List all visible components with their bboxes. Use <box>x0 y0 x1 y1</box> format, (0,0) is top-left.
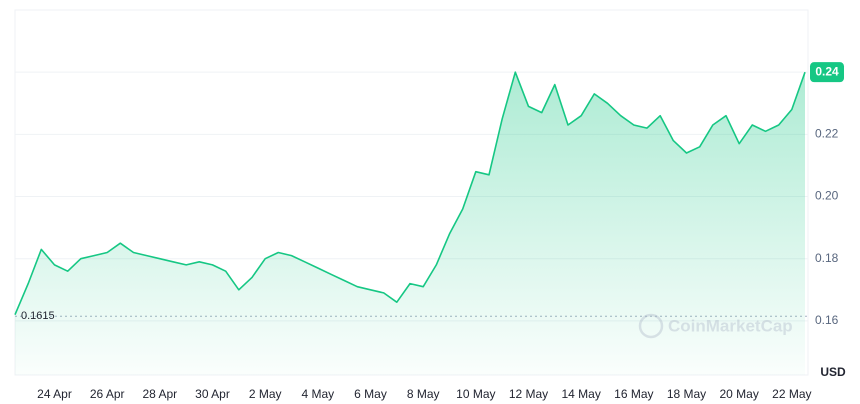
price-line <box>14 71 806 316</box>
watermark: CoinMarketCap <box>638 313 793 339</box>
x-tick-label: 12 May <box>509 387 548 401</box>
x-tick-label: 18 May <box>667 387 706 401</box>
y-axis-label: USD <box>820 365 846 379</box>
x-tick-label: 26 Apr <box>90 387 125 401</box>
x-tick-label: 24 Apr <box>37 387 72 401</box>
x-tick-label: 16 May <box>614 387 653 401</box>
x-tick-label: 30 Apr <box>195 387 230 401</box>
x-tick-label: 14 May <box>561 387 600 401</box>
y-tick-label: 0.22 <box>815 127 839 141</box>
x-tick-label: 22 May <box>772 387 811 401</box>
x-tick-label: 4 May <box>301 387 334 401</box>
price-tag <box>810 62 844 83</box>
plot <box>14 71 808 375</box>
x-tick-label: 20 May <box>719 387 758 401</box>
x-tick-label: 28 Apr <box>142 387 177 401</box>
x-tick-label: 2 May <box>249 387 282 401</box>
area-fill <box>15 72 805 375</box>
y-tick-label: 0.18 <box>815 251 839 265</box>
y-tick-label: 0.20 <box>815 189 839 203</box>
x-tick-label: 8 May <box>407 387 440 401</box>
reference-label: 0.1615 <box>21 310 55 322</box>
watermark-text: CoinMarketCap <box>668 316 793 335</box>
y-tick-label: 0.16 <box>815 313 839 327</box>
x-tick-label: 10 May <box>456 387 495 401</box>
price-tag-label: 0.24 <box>815 64 839 78</box>
x-tick-label: 6 May <box>354 387 387 401</box>
